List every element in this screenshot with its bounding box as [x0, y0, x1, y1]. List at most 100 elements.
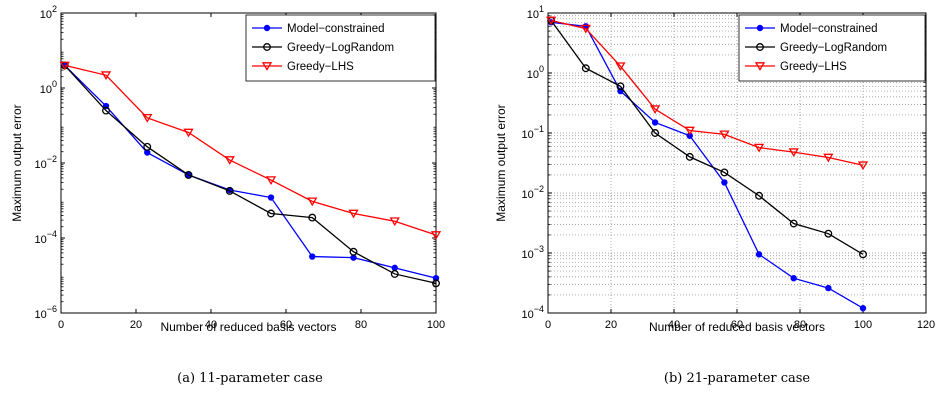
data-point: [143, 142, 152, 151]
series-2: [59, 61, 442, 240]
legend-entry-label: Model−constrained: [780, 23, 878, 35]
series-1: [547, 16, 867, 259]
x-tick-label: 100: [427, 319, 445, 331]
series-2: [546, 16, 869, 171]
data-point: [224, 156, 235, 165]
data-point: [389, 217, 400, 227]
y-tick-exponent: 1: [539, 4, 544, 14]
x-tick-label: 0: [58, 319, 64, 331]
data-point: [857, 161, 869, 171]
y-tick-base: 10: [34, 234, 46, 246]
legend-entry-label: Greedy−LogRandom: [287, 42, 394, 54]
legend-swatch-marker: [754, 62, 766, 71]
data-point: [309, 253, 316, 260]
y-tick-base: 10: [527, 9, 539, 21]
legend: Model−constrained Greedy−LogRandom Greedy−…: [245, 14, 436, 82]
x-axis-label: Number of reduced basis vectors: [649, 320, 825, 334]
legend-entry-label: Greedy−LogRandom: [780, 42, 887, 54]
y-tick-exponent: −6: [47, 304, 57, 314]
data-point: [721, 179, 728, 186]
panel-caption: (a) 11-parameter case: [177, 371, 323, 386]
data-point: [142, 113, 153, 123]
data-point: [183, 128, 194, 138]
data-point: [349, 247, 358, 256]
legend-swatch-marker: [261, 62, 273, 71]
y-tick-base: 10: [34, 159, 46, 171]
data-point: [788, 148, 799, 158]
legend-box: [738, 14, 926, 82]
y-tick-label: 10−3: [521, 244, 544, 261]
data-point: [719, 130, 730, 140]
y-axis-label: Maximum output error: [494, 104, 508, 221]
data-point: [684, 126, 695, 136]
series-line: [64, 64, 437, 236]
y-tick-label: 10−1: [521, 124, 544, 141]
data-point: [651, 129, 660, 137]
data-point: [790, 275, 797, 282]
data-point: [265, 176, 277, 185]
y-tick-label: 100: [40, 79, 57, 96]
y-tick-label: 102: [40, 4, 57, 21]
legend-entry-label: Model−constrained: [287, 23, 385, 35]
y-tick-exponent: 0: [539, 64, 544, 74]
data-point: [755, 251, 763, 258]
data-point: [348, 209, 359, 219]
legend-box: [245, 14, 436, 82]
panel-b-chart: 0 20 40 60 80 100 12010−410−310−210−1100101Num…: [494, 4, 935, 386]
legend-swatch-marker: [263, 24, 271, 32]
x-tick-label: 40: [668, 319, 680, 331]
data-point: [102, 106, 110, 115]
data-point: [649, 105, 661, 115]
y-tick-label: 10−2: [34, 154, 57, 171]
x-tick-label: 20: [130, 319, 142, 331]
data-point: [184, 171, 193, 179]
series-line: [64, 64, 437, 284]
legend-swatch-marker: [756, 43, 764, 51]
y-tick-base: 10: [40, 84, 52, 96]
y-tick-base: 10: [521, 189, 533, 201]
y-axis-label: Maximum output error: [10, 104, 24, 221]
legend: Model−constrained Greedy−LogRandom Greedy−…: [738, 14, 926, 82]
series-line: [64, 64, 437, 279]
data-point: [825, 284, 832, 292]
y-tick-base: 10: [521, 129, 533, 141]
data-point: [267, 194, 275, 201]
y-tick-base: 10: [521, 309, 533, 321]
data-point: [616, 82, 625, 91]
y-tick-exponent: 0: [52, 79, 57, 89]
series-1: [60, 61, 440, 288]
y-tick-label: 100: [527, 64, 544, 81]
y-tick-label: 10−4: [34, 229, 57, 246]
data-point: [651, 119, 659, 126]
panel-caption: (b) 21-parameter case: [664, 371, 811, 386]
legend-swatch-marker: [263, 43, 271, 51]
data-point: [432, 274, 440, 282]
data-point: [789, 219, 798, 228]
x-tick-label: 0: [545, 319, 551, 331]
x-tick-label: 20: [605, 319, 617, 331]
y-tick-base: 10: [40, 9, 52, 21]
data-point: [307, 197, 318, 207]
y-tick-label: 10−4: [521, 304, 544, 321]
data-point: [432, 279, 440, 288]
y-tick-exponent: 2: [52, 4, 57, 14]
x-tick-label: 60: [731, 319, 743, 331]
y-tick-base: 10: [34, 309, 46, 321]
x-tick-label: 80: [794, 319, 806, 331]
series-line: [550, 20, 864, 255]
x-tick-label: 80: [355, 319, 367, 331]
y-tick-exponent: −2: [47, 154, 57, 164]
x-tick-label: 60: [280, 319, 292, 331]
data-point: [685, 152, 694, 161]
data-point: [753, 143, 765, 153]
legend-entry-label: Greedy−LHS: [287, 61, 354, 73]
y-tick-label: 10−6: [34, 304, 57, 321]
data-point: [580, 24, 591, 34]
data-point: [100, 71, 112, 81]
data-point: [859, 305, 867, 312]
series-0: [547, 19, 867, 312]
data-point: [59, 61, 70, 71]
y-tick-exponent: −4: [47, 229, 57, 239]
